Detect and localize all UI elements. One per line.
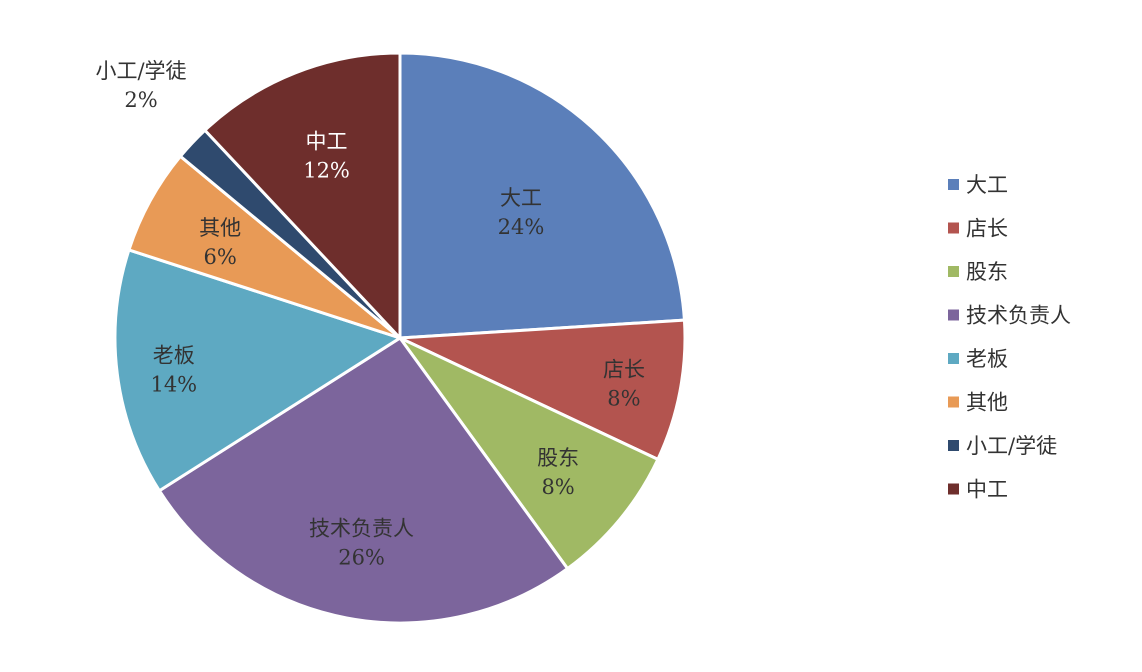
slice-label-percent: 24% — [498, 215, 545, 239]
legend-swatch — [948, 440, 959, 451]
slice-label-name: 技术负责人 — [309, 517, 414, 541]
pie-slice-4 — [157, 335, 570, 625]
slice-label-percent: 2% — [124, 88, 157, 112]
pie-slice-3 — [398, 336, 660, 571]
legend-swatch — [948, 222, 959, 234]
legend-label: 大工 — [966, 173, 1008, 197]
legend-label: 股东 — [966, 260, 1008, 284]
slice-label-percent: 8% — [607, 387, 640, 411]
slice-label-percent: 6% — [204, 245, 237, 269]
slice-label-name: 店长 — [603, 358, 645, 382]
slice-label-name: 中工 — [306, 130, 348, 154]
legend-label: 技术负责人 — [966, 304, 1071, 328]
slice-label-name: 其他 — [199, 216, 241, 240]
pie-slice-5 — [113, 248, 404, 493]
slice-labels: 大工 24% 店长 8% 股东 8% 技术负责人 26% 老板 14% 其他 6% 小工/学徒 2% 中工 1… — [95, 59, 644, 570]
legend-label: 小工/学徒 — [966, 434, 1057, 458]
legend-label: 老板 — [966, 347, 1008, 371]
slice-label-name: 大工 — [500, 186, 542, 210]
slice-label-name: 股东 — [537, 446, 579, 470]
pie-slices — [113, 51, 687, 625]
pie-slice-8 — [202, 51, 402, 342]
legend-swatch — [948, 396, 959, 408]
legend-swatch — [948, 309, 959, 321]
slice-label-percent: 26% — [338, 546, 385, 570]
slice-label-name: 老板 — [153, 344, 195, 368]
legend-label: 其他 — [966, 391, 1008, 415]
pie-slice-1 — [398, 51, 687, 340]
legend-label: 店长 — [966, 217, 1008, 241]
legend-swatch — [948, 179, 959, 190]
slice-label-percent: 12% — [303, 159, 350, 183]
pie-slice-2 — [399, 318, 687, 462]
legend-swatch — [948, 353, 959, 364]
slice-label-percent: 14% — [150, 373, 197, 397]
legend-swatch — [948, 483, 959, 495]
slice-label-percent: 8% — [541, 475, 574, 499]
legend-swatch — [948, 266, 959, 277]
slice-label-name: 小工/学徒 — [95, 59, 186, 83]
legend-label: 中工 — [966, 478, 1008, 502]
